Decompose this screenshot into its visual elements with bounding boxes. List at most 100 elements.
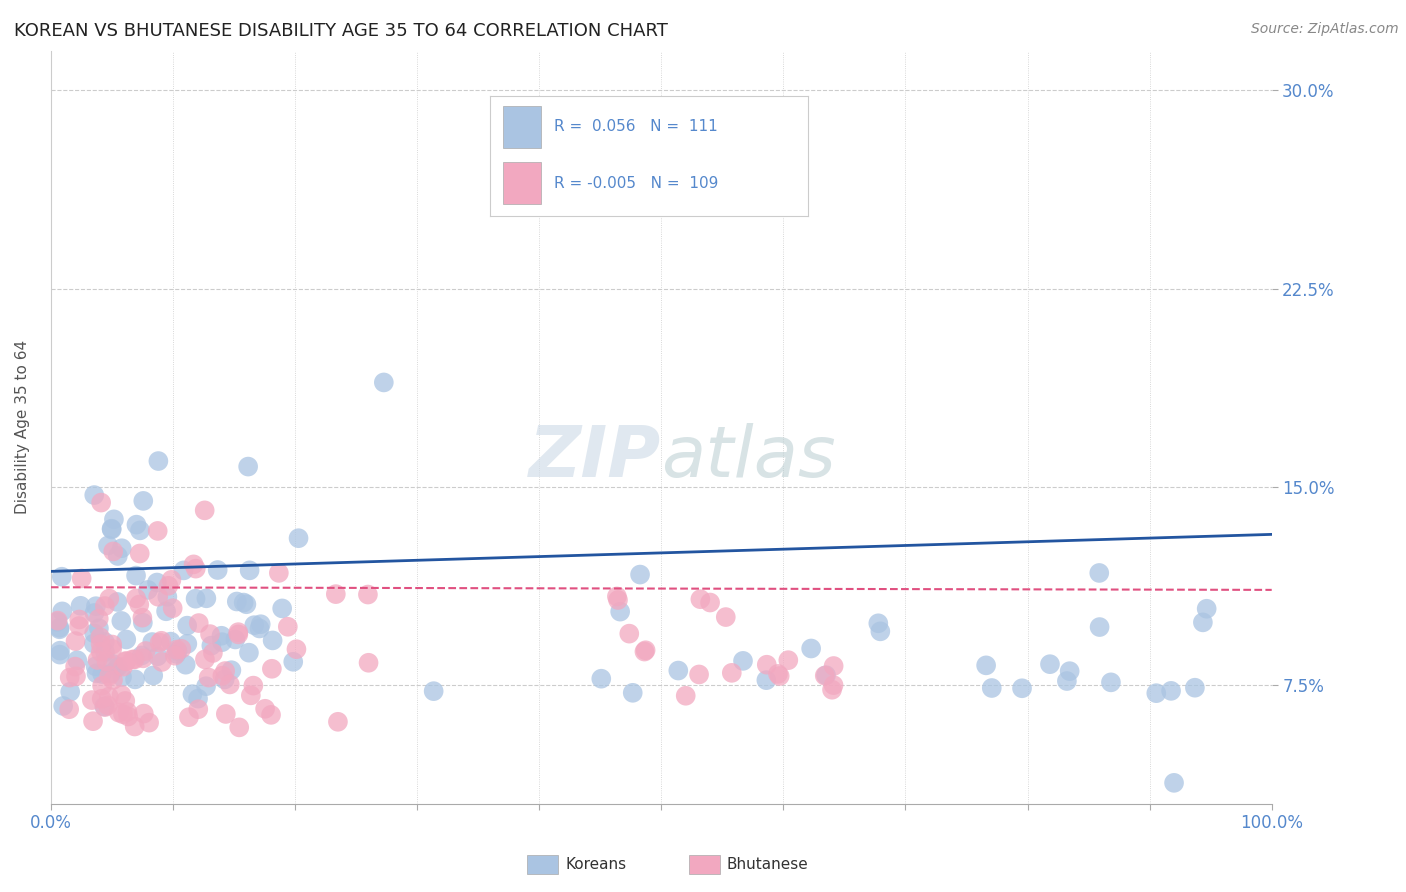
Point [87, 612, 110, 626]
Point [87, 621, 110, 635]
Point [1192, 615, 1215, 630]
Point [94, 599, 117, 613]
Point [157, 579, 180, 593]
Point [195, 679, 218, 693]
Point [135, 644, 157, 658]
Point [129, 524, 152, 538]
Point [49, 643, 72, 657]
Point [83, 488, 105, 502]
Point [357, 588, 380, 602]
Point [980, 681, 1002, 695]
Point [869, 624, 891, 639]
Point [200, 639, 222, 653]
Point [1039, 657, 1062, 672]
Point [271, 601, 294, 615]
Point [974, 658, 997, 673]
Point [607, 593, 630, 607]
Point [148, 454, 170, 468]
Point [283, 655, 305, 669]
Point [84, 599, 107, 614]
Point [243, 618, 266, 632]
Point [82, 714, 104, 728]
Point [815, 668, 838, 682]
Point [181, 687, 204, 701]
Point [821, 682, 844, 697]
Point [236, 459, 259, 474]
Point [132, 706, 155, 721]
Point [215, 706, 238, 721]
Point [1144, 686, 1167, 700]
Point [197, 671, 219, 685]
Point [156, 590, 179, 604]
Point [214, 673, 236, 687]
Point [115, 632, 138, 647]
Point [90, 637, 112, 651]
Point [699, 595, 721, 609]
Point [103, 512, 125, 526]
Point [148, 590, 170, 604]
Point [1056, 673, 1078, 688]
Point [114, 694, 136, 708]
Point [166, 642, 188, 657]
Point [628, 567, 651, 582]
Point [242, 679, 264, 693]
Point [755, 657, 778, 672]
Point [125, 517, 148, 532]
Point [86, 666, 108, 681]
Point [187, 702, 209, 716]
Point [162, 601, 184, 615]
Point [46, 615, 69, 629]
Point [228, 627, 250, 641]
Point [769, 669, 792, 683]
Point [232, 596, 254, 610]
Point [132, 494, 155, 508]
Point [51, 604, 73, 618]
Point [58, 702, 80, 716]
Point [115, 654, 138, 668]
Point [100, 523, 122, 537]
Point [814, 668, 837, 682]
Point [621, 686, 644, 700]
Point [80, 693, 103, 707]
Point [132, 651, 155, 665]
Text: atlas: atlas [661, 423, 837, 492]
Point [633, 644, 655, 658]
Point [1195, 601, 1218, 615]
Point [49, 648, 72, 662]
Point [67, 619, 90, 633]
Point [226, 625, 249, 640]
Point [634, 643, 657, 657]
Point [187, 616, 209, 631]
Point [823, 659, 845, 673]
Point [138, 715, 160, 730]
Point [91, 679, 114, 693]
Point [225, 594, 247, 608]
Point [285, 642, 308, 657]
Point [267, 566, 290, 580]
Point [260, 707, 283, 722]
Text: KOREAN VS BHUTANESE DISABILITY AGE 35 TO 64 CORRELATION CHART: KOREAN VS BHUTANESE DISABILITY AGE 35 TO… [14, 22, 668, 40]
Point [93, 699, 115, 714]
Point [105, 595, 128, 609]
Point [101, 638, 124, 652]
Point [65, 634, 87, 648]
Point [211, 668, 233, 682]
Point [112, 659, 135, 673]
Point [90, 645, 112, 659]
Point [238, 646, 260, 660]
Point [94, 645, 117, 659]
Point [100, 522, 122, 536]
Point [287, 531, 309, 545]
Point [83, 606, 105, 620]
Point [325, 587, 347, 601]
Point [184, 591, 207, 606]
Point [1011, 681, 1033, 696]
Point [1099, 675, 1122, 690]
Point [155, 604, 177, 618]
Point [146, 524, 169, 538]
Point [131, 610, 153, 624]
Point [52, 698, 75, 713]
Point [59, 671, 82, 685]
Point [198, 627, 221, 641]
Point [235, 597, 257, 611]
